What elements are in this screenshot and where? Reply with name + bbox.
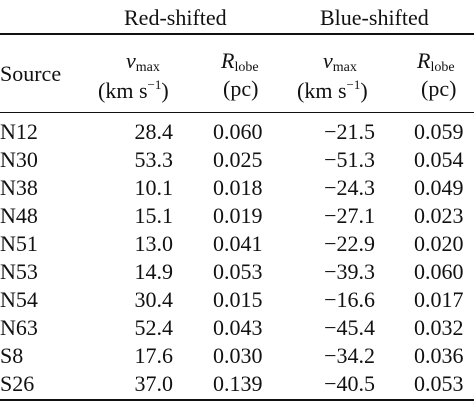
cell-red-vmax: 37.0 [134, 371, 174, 396]
cell-blue-rlobe: 0.036 [414, 343, 464, 368]
cell-blue-vmax: −24.3 [324, 175, 375, 200]
cell-red-vmax: 28.4 [134, 119, 174, 144]
cell-source: N51 [0, 231, 38, 256]
cell-blue-vmax: −27.1 [324, 203, 375, 228]
cell-blue-rlobe: 0.049 [414, 175, 464, 200]
cell-source: N53 [0, 259, 38, 284]
cell-red-rlobe: 0.043 [213, 315, 263, 340]
header-red-rlobe: Rlobe [221, 48, 259, 75]
cell-blue-rlobe: 0.032 [414, 315, 464, 340]
cell-red-rlobe: 0.060 [213, 119, 263, 144]
header-red-vmax-unit: (km s−1) [98, 77, 169, 103]
header-blue-rlobe-unit: (pc) [421, 76, 457, 101]
header-red-rlobe-unit: (pc) [223, 76, 259, 101]
header-blue-vmax: vmax [323, 48, 357, 75]
cell-red-vmax: 10.1 [134, 175, 174, 200]
cell-red-vmax: 13.0 [134, 231, 174, 256]
cell-red-rlobe: 0.019 [213, 203, 263, 228]
cell-source: N12 [0, 119, 38, 144]
cell-red-vmax: 17.6 [134, 343, 174, 368]
cell-blue-vmax: −16.6 [324, 287, 375, 312]
cell-red-rlobe: 0.025 [213, 147, 263, 172]
cell-blue-vmax: −22.9 [324, 231, 375, 256]
cell-blue-vmax: −51.3 [324, 147, 375, 172]
header-blue-vmax-unit: (km s−1) [297, 77, 368, 103]
cell-red-rlobe: 0.041 [213, 231, 263, 256]
cell-source: N54 [0, 287, 38, 312]
cell-source: S26 [0, 371, 35, 396]
header-source: Source [0, 61, 62, 86]
cell-source: N63 [0, 315, 38, 340]
cell-blue-vmax: −34.2 [324, 343, 375, 368]
cell-source: N48 [0, 203, 38, 228]
header-blue-rlobe: Rlobe [417, 48, 455, 75]
bottom-rule [0, 399, 474, 401]
cell-blue-vmax: −40.5 [324, 371, 375, 396]
cell-source: S8 [0, 343, 24, 368]
cell-blue-rlobe: 0.059 [414, 119, 464, 144]
cell-source: N38 [0, 175, 38, 200]
cell-red-rlobe: 0.018 [213, 175, 263, 200]
top-rule [0, 33, 474, 35]
cell-blue-rlobe: 0.020 [414, 231, 464, 256]
group-header-red-shifted: Red-shifted [124, 5, 227, 30]
cell-blue-rlobe: 0.053 [414, 371, 464, 396]
cell-blue-rlobe: 0.023 [414, 203, 464, 228]
cell-red-rlobe: 0.139 [213, 371, 263, 396]
cell-red-vmax: 53.3 [134, 147, 174, 172]
cell-blue-rlobe: 0.060 [414, 259, 464, 284]
cell-blue-vmax: −45.4 [324, 315, 375, 340]
header-red-vmax: vmax [126, 48, 160, 75]
cell-blue-vmax: −21.5 [324, 119, 375, 144]
cell-red-vmax: 30.4 [134, 287, 174, 312]
cell-red-vmax: 14.9 [134, 259, 174, 284]
cell-red-rlobe: 0.030 [213, 343, 263, 368]
cell-blue-rlobe: 0.017 [414, 287, 464, 312]
cell-red-rlobe: 0.053 [213, 259, 263, 284]
cell-red-vmax: 15.1 [134, 203, 174, 228]
cell-red-vmax: 52.4 [134, 315, 174, 340]
cell-blue-rlobe: 0.054 [414, 147, 464, 172]
cell-source: N30 [0, 147, 38, 172]
cell-red-rlobe: 0.015 [213, 287, 263, 312]
header-rule [0, 112, 474, 113]
cell-blue-vmax: −39.3 [324, 259, 375, 284]
group-header-blue-shifted: Blue-shifted [320, 5, 429, 30]
